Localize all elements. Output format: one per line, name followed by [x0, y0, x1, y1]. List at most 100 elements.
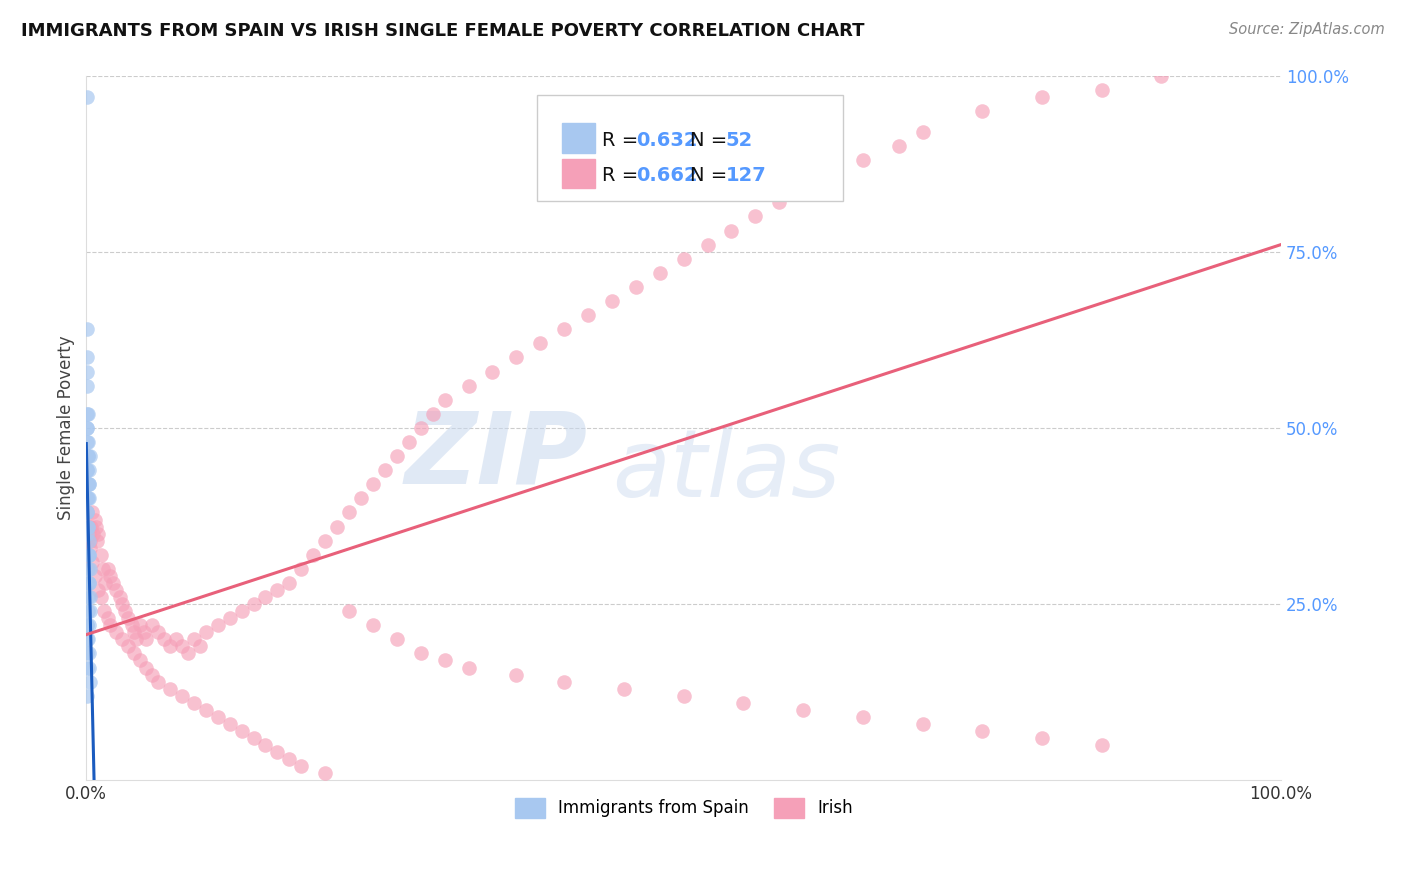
Point [76, 590, 98, 604]
Point [972, 723, 994, 738]
Point [77, 576, 100, 591]
Point [792, 703, 814, 717]
Point [141, 667, 163, 681]
Point [84, 519, 107, 533]
Point [132, 625, 155, 640]
Point [183, 696, 205, 710]
Point [218, 611, 240, 625]
Point [79, 533, 101, 548]
Point [361, 618, 384, 632]
Point [77, 562, 100, 576]
Point [90, 548, 112, 562]
Point [76, 421, 98, 435]
Point [77, 449, 100, 463]
Point [77, 477, 100, 491]
Point [121, 618, 143, 632]
Point [76, 660, 98, 674]
Point [79, 541, 101, 555]
Point [122, 625, 145, 640]
Point [385, 449, 408, 463]
Point [76, 89, 98, 103]
Point [76, 576, 98, 591]
Point [86, 533, 108, 548]
Point [122, 647, 145, 661]
Point [77, 477, 100, 491]
Point [77, 526, 100, 541]
Point [76, 548, 98, 562]
Point [79, 674, 101, 689]
Point [290, 562, 312, 576]
Point [77, 632, 100, 647]
Point [111, 597, 134, 611]
Point [77, 477, 100, 491]
Point [576, 308, 599, 322]
Point [159, 681, 181, 696]
Point [815, 167, 838, 181]
Point [76, 463, 98, 477]
Point [76, 506, 98, 520]
Text: 127: 127 [725, 166, 766, 186]
Point [135, 632, 157, 647]
Point [290, 759, 312, 773]
Point [314, 766, 336, 780]
Point [114, 604, 136, 618]
Point [76, 351, 98, 365]
Point [105, 582, 128, 597]
Point [76, 322, 98, 336]
Bar [562, 123, 595, 153]
Point [207, 618, 229, 632]
Point [97, 611, 120, 625]
Point [911, 717, 934, 731]
Point [165, 632, 187, 647]
Point [82, 526, 104, 541]
Point [457, 660, 479, 674]
Point [117, 640, 139, 654]
Point [266, 582, 288, 597]
Point [153, 632, 176, 647]
Point [87, 526, 110, 541]
Point [553, 674, 575, 689]
Point [177, 647, 200, 661]
Point [672, 252, 695, 266]
Point [1031, 89, 1053, 103]
Point [613, 681, 636, 696]
Point [76, 618, 98, 632]
Text: 0.632: 0.632 [636, 131, 697, 150]
Point [76, 618, 98, 632]
Point [77, 660, 100, 674]
Point [733, 696, 755, 710]
Point [350, 491, 373, 506]
Point [194, 703, 217, 717]
Point [98, 618, 121, 632]
Point [600, 293, 623, 308]
Point [409, 421, 432, 435]
Point [94, 576, 117, 591]
Point [302, 548, 325, 562]
Point [77, 548, 100, 562]
Legend: Immigrants from Spain, Irish: Immigrants from Spain, Irish [508, 791, 859, 825]
Point [76, 421, 98, 435]
Point [672, 689, 695, 703]
Point [79, 604, 101, 618]
Point [79, 449, 101, 463]
Point [242, 731, 264, 745]
Point [77, 604, 100, 618]
Point [76, 378, 98, 392]
Point [278, 576, 301, 591]
Text: R =: R = [602, 166, 645, 186]
Point [553, 322, 575, 336]
Point [77, 576, 100, 591]
Point [87, 582, 110, 597]
Point [852, 710, 875, 724]
Point [97, 562, 120, 576]
Text: Source: ZipAtlas.com: Source: ZipAtlas.com [1229, 22, 1385, 37]
Point [117, 611, 139, 625]
Point [82, 555, 104, 569]
Bar [562, 159, 595, 188]
Point [696, 237, 718, 252]
Point [79, 590, 101, 604]
Point [77, 548, 100, 562]
Point [76, 689, 98, 703]
Point [529, 336, 551, 351]
Point [972, 103, 994, 118]
